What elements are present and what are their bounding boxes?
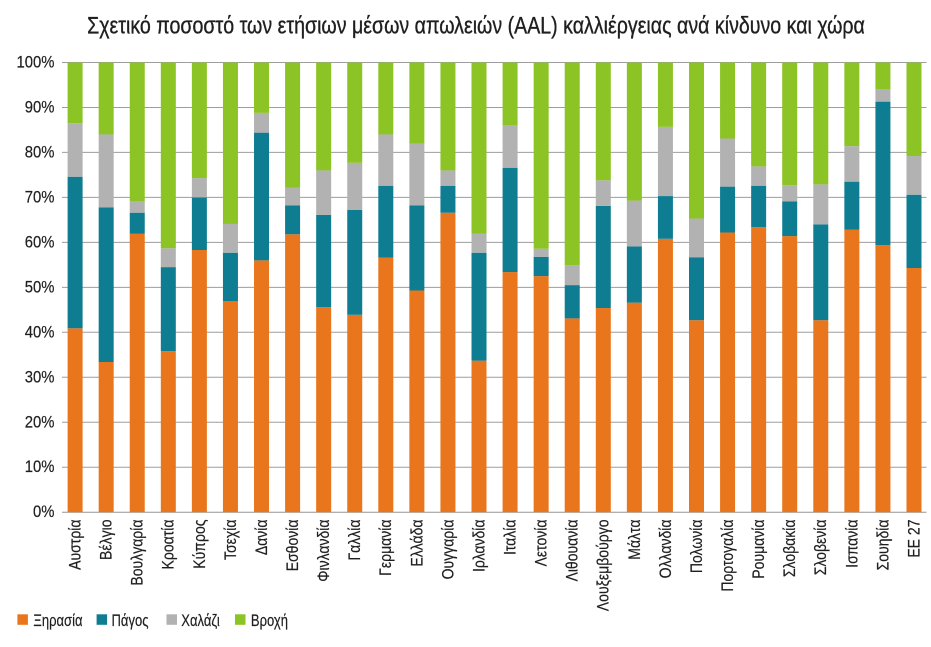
svg-text:20%: 20%	[25, 414, 55, 432]
svg-text:Σλοβακία: Σλοβακία	[781, 519, 799, 577]
svg-text:ΕΕ 27: ΕΕ 27	[905, 520, 923, 558]
svg-text:Αυστρία: Αυστρία	[66, 519, 84, 570]
svg-text:30%: 30%	[25, 369, 55, 387]
svg-text:Φινλανδία: Φινλανδία	[315, 519, 333, 581]
svg-text:Ισπανία: Ισπανία	[843, 519, 861, 567]
svg-text:Τσεχία: Τσεχία	[222, 519, 240, 560]
svg-text:Ξηρασία: Ξηρασία	[33, 612, 82, 630]
svg-text:Ιρλανδία: Ιρλανδία	[470, 519, 488, 572]
svg-text:Λουξεμβούργο: Λουξεμβούργο	[595, 520, 613, 612]
svg-text:40%: 40%	[25, 324, 55, 342]
svg-text:80%: 80%	[25, 144, 55, 162]
svg-text:Λιθουανία: Λιθουανία	[564, 519, 582, 581]
svg-text:Πολωνία: Πολωνία	[688, 519, 706, 573]
svg-text:50%: 50%	[25, 279, 55, 297]
svg-text:Πορτογαλία: Πορτογαλία	[719, 519, 737, 591]
svg-text:Ρουμανία: Ρουμανία	[750, 519, 768, 578]
svg-text:Γερμανία: Γερμανία	[377, 519, 395, 575]
svg-text:60%: 60%	[25, 234, 55, 252]
svg-text:Πάγος: Πάγος	[112, 612, 149, 630]
svg-text:Σχετικό ποσοστό των ετήσιων μέ: Σχετικό ποσοστό των ετήσιων μέσων απωλει…	[87, 12, 865, 39]
svg-text:Δανία: Δανία	[253, 519, 271, 555]
svg-text:Ελλάδα: Ελλάδα	[408, 519, 426, 566]
svg-text:10%: 10%	[25, 459, 55, 477]
svg-text:Μάλτα: Μάλτα	[626, 519, 644, 559]
svg-text:Ολλανδία: Ολλανδία	[657, 519, 675, 578]
svg-text:Ουγγαρία: Ουγγαρία	[439, 519, 457, 579]
svg-text:Λετονία: Λετονία	[533, 519, 551, 566]
svg-text:100%: 100%	[17, 54, 55, 72]
svg-text:0%: 0%	[33, 504, 54, 522]
svg-text:Σλοβενία: Σλοβενία	[812, 519, 830, 575]
svg-text:Εσθονία: Εσθονία	[284, 519, 302, 571]
svg-text:Βέλγιο: Βέλγιο	[98, 520, 116, 561]
svg-text:Γαλλία: Γαλλία	[346, 519, 364, 560]
svg-text:70%: 70%	[25, 189, 55, 207]
svg-text:Χαλάζι: Χαλάζι	[181, 612, 219, 630]
svg-text:90%: 90%	[25, 99, 55, 117]
svg-text:Ιταλία: Ιταλία	[501, 519, 519, 555]
svg-text:Κύπρος: Κύπρος	[191, 520, 209, 569]
svg-text:Κροατία: Κροατία	[160, 519, 178, 569]
svg-text:Βροχή: Βροχή	[251, 612, 288, 630]
svg-text:Βουλγαρία: Βουλγαρία	[129, 519, 147, 585]
svg-text:Σουηδία: Σουηδία	[874, 519, 892, 570]
